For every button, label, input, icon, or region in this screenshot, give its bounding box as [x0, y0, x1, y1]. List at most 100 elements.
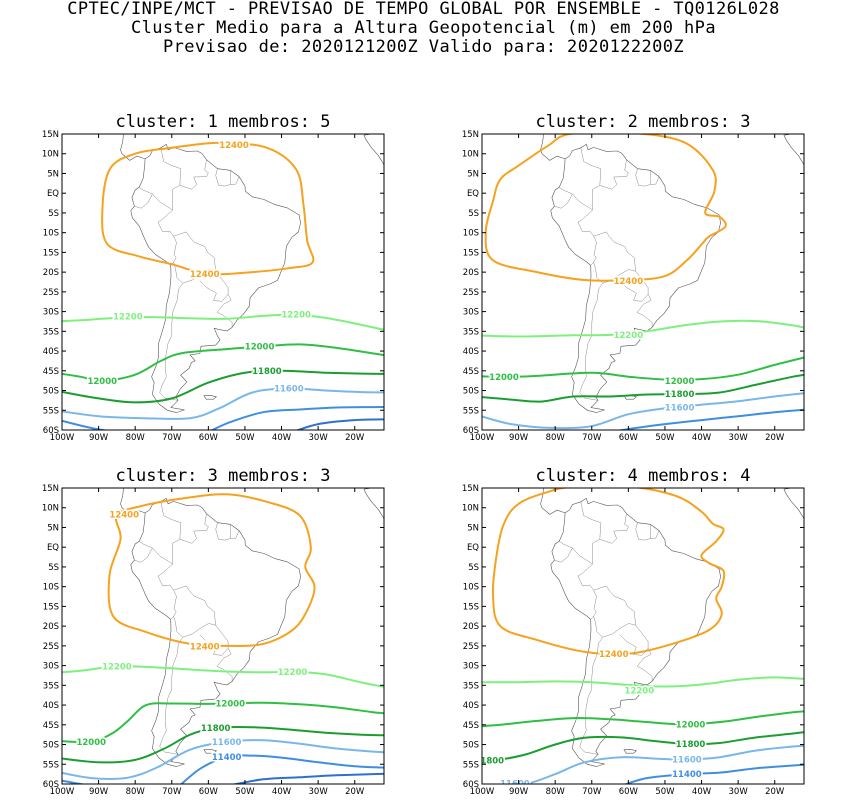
lat-label: 50S: [43, 387, 59, 397]
map-canvas: 12400 12200 12000 12000 11800 11600 15N 10N 5N EQ…: [462, 130, 805, 443]
contour-12200: [62, 313, 384, 331]
lon-label: 70W: [582, 433, 602, 443]
country-border: [593, 231, 636, 284]
country-border: [157, 564, 177, 620]
lat-label: 35S: [463, 327, 479, 337]
country-border: [215, 168, 231, 187]
lat-label: EQ: [47, 543, 59, 553]
contour-11800: [62, 369, 384, 404]
header-line-1: CPTEC/INPE/MCT - PREVISAO DE TEMPO GLOBA…: [67, 0, 780, 19]
contour-11400: [616, 408, 804, 430]
lat-label: 25S: [463, 288, 479, 298]
country-border: [179, 159, 209, 190]
country-border: [134, 193, 153, 209]
lat-label: 5N: [47, 169, 59, 179]
map-panel-cluster-2: cluster: 2 membros: 3 12400 12200 12000 120…: [420, 112, 840, 452]
country-border: [159, 637, 184, 755]
panel-title: cluster: 2 membros: 3: [535, 112, 751, 132]
lat-label: 5S: [468, 563, 479, 573]
lat-label: 45S: [463, 367, 479, 377]
country-border: [636, 294, 653, 328]
lat-label: 30S: [43, 308, 59, 318]
contour-12400: [107, 493, 316, 647]
contour-label: 11600: [212, 738, 242, 748]
lon-label: 50W: [655, 433, 675, 443]
map-canvas: 12400 12400 12200 12200 12000 12000 11800 11600…: [42, 130, 385, 443]
contour-12000: [62, 701, 384, 744]
lat-label: 55S: [43, 760, 59, 770]
lat-label: 5S: [468, 209, 479, 219]
lon-label: 60W: [199, 787, 219, 797]
lat-label: 40S: [43, 701, 59, 711]
lat-label: 20S: [43, 268, 59, 278]
contour-label: 11600: [665, 404, 695, 414]
contour-12400: [491, 488, 726, 656]
header-line-2: Cluster Medio para a Altura Geopotencial…: [131, 18, 716, 38]
lon-label: 30W: [309, 787, 329, 797]
coastline: [783, 488, 804, 520]
contour-label: 12400: [599, 650, 629, 660]
lat-label: 15N: [42, 130, 59, 140]
lon-label: 30W: [309, 433, 329, 443]
contour-label: 11800: [676, 740, 706, 750]
map-frame: [481, 487, 805, 785]
country-border: [199, 625, 229, 656]
lon-label: 60W: [619, 787, 639, 797]
map-frame: [61, 133, 385, 431]
contour-label: 12200: [614, 331, 644, 341]
contour-11600: [519, 744, 804, 784]
lon-label: 50W: [655, 787, 675, 797]
contour-12000: [62, 343, 384, 383]
lon-label: 40W: [692, 787, 712, 797]
country-border: [134, 547, 153, 563]
country-border: [199, 271, 229, 302]
coastline: [130, 497, 301, 767]
lon-label: 50W: [235, 787, 255, 797]
map-frame: [61, 487, 385, 785]
country-border: [139, 501, 182, 565]
country-border: [593, 585, 636, 638]
lon-label: 100W: [470, 433, 495, 443]
country-border: [215, 522, 231, 541]
lon-label: 40W: [272, 433, 292, 443]
lat-label: 10S: [463, 229, 479, 239]
lat-label: 30S: [463, 308, 479, 318]
coastline: [363, 134, 384, 166]
contour-label: 12400: [219, 141, 249, 151]
lat-label: 15S: [43, 248, 59, 258]
contour-label: 11800: [252, 367, 282, 377]
coastline: [203, 394, 218, 400]
contour-label: 12000: [216, 699, 246, 709]
lat-label: 50S: [43, 741, 59, 751]
lon-label: 30W: [729, 433, 749, 443]
country-border: [554, 547, 573, 563]
lon-label: 60W: [619, 433, 639, 443]
lat-label: 15S: [463, 248, 479, 258]
lat-label: 5N: [467, 523, 479, 533]
contour-11400: [62, 779, 88, 784]
contour-11800: [482, 373, 804, 403]
lat-label: 50S: [463, 741, 479, 751]
contour-11400: [62, 419, 110, 430]
contour-label: 11600: [274, 385, 304, 395]
coastline: [363, 488, 384, 520]
panel-title: cluster: 3 membros: 3: [115, 466, 331, 486]
lat-label: 60S: [463, 426, 479, 436]
country-border: [139, 147, 182, 211]
lat-label: 15N: [42, 484, 59, 494]
contour-label: 11600: [500, 780, 530, 790]
country-border: [599, 159, 629, 190]
lon-label: 70W: [162, 787, 182, 797]
country-border: [650, 176, 660, 185]
country-border: [230, 530, 240, 539]
lat-label: 20S: [463, 268, 479, 278]
lat-label: 5N: [47, 523, 59, 533]
coastline: [550, 143, 721, 413]
country-border: [635, 168, 651, 187]
header-line-3: Previsao de: 2020121200Z Valido para: 20…: [162, 37, 685, 57]
map-layer: 12400 12400 12200 12200 12000 12000 11800 11600: [62, 134, 384, 430]
figure-header: CPTEC/INPE/MCT - PREVISAO DE TEMPO GLOBA…: [0, 0, 847, 57]
map-canvas: 12400 12200 12000 11800 11800 11600 11400 11600…: [462, 484, 805, 797]
lat-label: 45S: [43, 721, 59, 731]
coastline: [90, 134, 146, 161]
